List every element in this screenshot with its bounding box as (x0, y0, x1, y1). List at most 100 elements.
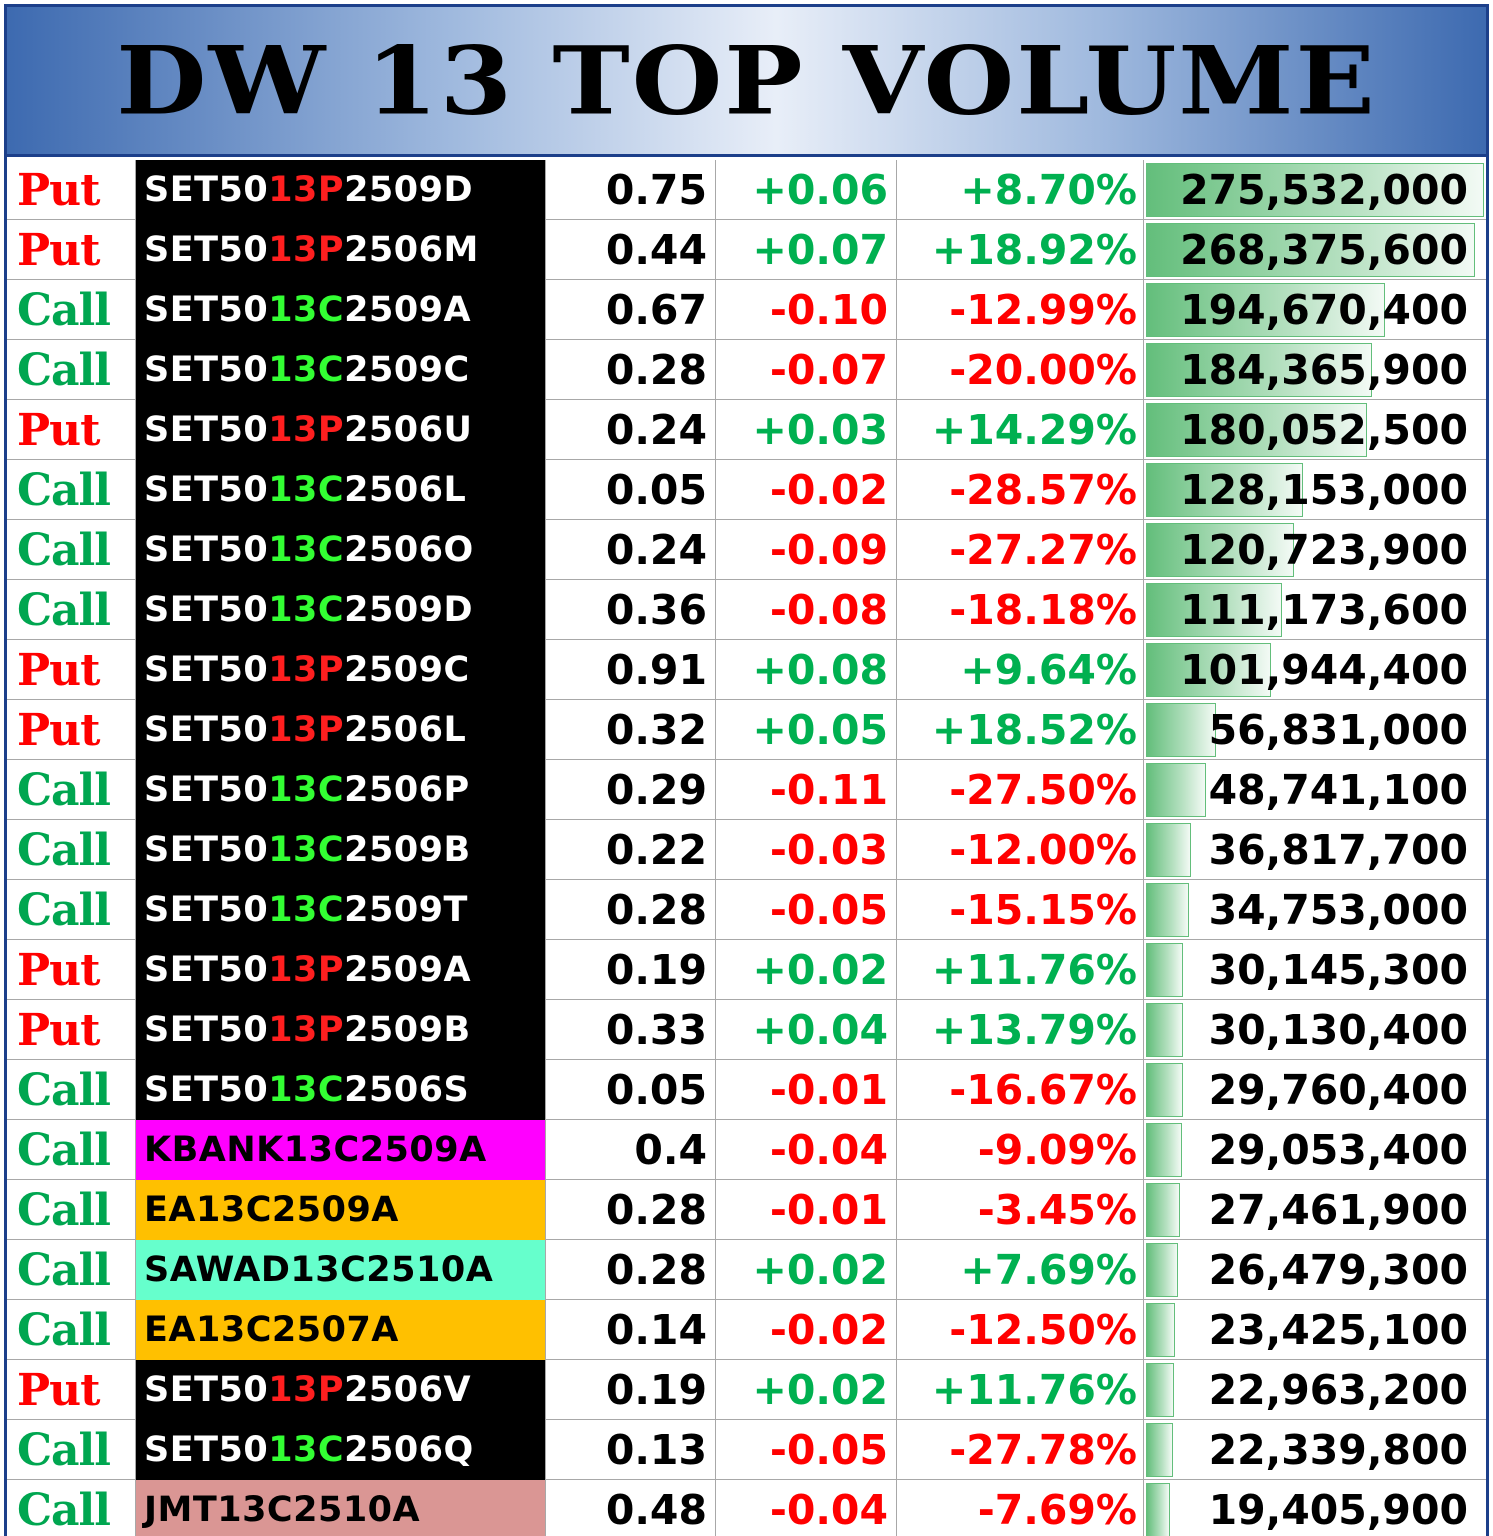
warrant-name[interactable]: JMT13C2510A (136, 1480, 545, 1536)
warrant-name[interactable]: SET50 13C 2509A (136, 280, 545, 340)
volume-cell: 30,145,300 (1144, 940, 1486, 1000)
table-row[interactable]: Put SET50 13P 2506L 0.32 +0.05 +18.52% 56,831,0… (7, 700, 1486, 760)
warrant-name-series: 13P (268, 710, 345, 750)
volume-value: 26,479,300 (1208, 1246, 1468, 1294)
warrant-name-series: 13C (268, 1070, 345, 1110)
option-type: Call (7, 280, 136, 340)
volume-data-bar (1146, 223, 1475, 277)
warrant-name-prefix: SET50 (144, 950, 269, 990)
last-price: 0.05 (545, 1060, 716, 1120)
table-row[interactable]: Put SET50 13P 2509D 0.75 +0.06 +8.70% 275,532,0… (7, 160, 1486, 220)
volume-value: 111,173,600 (1180, 586, 1468, 634)
warrant-name-suffix: 2506L (344, 710, 467, 750)
last-price: 0.33 (545, 1000, 716, 1060)
option-type: Put (7, 1000, 136, 1060)
warrant-name[interactable]: SET50 13C 2509B (136, 820, 545, 880)
warrant-name-series: 13P (268, 1370, 345, 1410)
volume-cell: 111,173,600 (1144, 580, 1486, 640)
volume-data-bar (1146, 1363, 1174, 1417)
table-row[interactable]: Call SET50 13C 2506O 0.24 -0.09 -27.27% 120,723… (7, 520, 1486, 580)
volume-cell: 19,405,900 (1144, 1480, 1486, 1536)
warrant-name[interactable]: SET50 13C 2506P (136, 760, 545, 820)
last-price: 0.28 (545, 1180, 716, 1240)
table-row[interactable]: Put SET50 13P 2506V 0.19 +0.02 +11.76% 22,963,2… (7, 1360, 1486, 1420)
warrant-name-prefix: SAWAD13C2510A (144, 1250, 494, 1290)
table-row[interactable]: Call SET50 13C 2509A 0.67 -0.10 -12.99% 194,670… (7, 280, 1486, 340)
warrant-name[interactable]: SAWAD13C2510A (136, 1240, 545, 1300)
warrant-name[interactable]: EA13C2509A (136, 1180, 545, 1240)
warrant-name[interactable]: SET50 13C 2506L (136, 460, 545, 520)
warrant-name[interactable]: SET50 13P 2506V (136, 1360, 545, 1420)
warrant-name-series: 13P (268, 650, 345, 690)
table-row[interactable]: Call SET50 13C 2509B 0.22 -0.03 -12.00% 36,817,… (7, 820, 1486, 880)
option-type: Call (7, 820, 136, 880)
table-row[interactable]: Call SAWAD13C2510A 0.28 +0.02 +7.69% 26,479,3… (7, 1240, 1486, 1300)
table-row[interactable]: Put SET50 13P 2509C 0.91 +0.08 +9.64% 101,944,4… (7, 640, 1486, 700)
warrant-name-suffix: 2506O (344, 530, 474, 570)
warrant-name-suffix: 2506U (344, 410, 473, 450)
table-row[interactable]: Call EA13C2509A 0.28 -0.01 -3.45% 27,461,900 (7, 1180, 1486, 1240)
last-price: 0.24 (545, 400, 716, 460)
volume-value: 56,831,000 (1208, 706, 1468, 754)
warrant-name-prefix: KBANK13C2509A (144, 1130, 487, 1170)
warrant-name-series: 13C (268, 350, 345, 390)
volume-data-bar (1146, 1183, 1180, 1237)
option-type: Put (7, 940, 136, 1000)
table-row[interactable]: Call EA13C2507A 0.14 -0.02 -12.50% 23,425,100 (7, 1300, 1486, 1360)
warrant-name[interactable]: SET50 13C 2509D (136, 580, 545, 640)
warrant-name[interactable]: SET50 13C 2506O (136, 520, 545, 580)
table-row[interactable]: Call SET50 13C 2509T 0.28 -0.05 -15.15% 34,753,… (7, 880, 1486, 940)
table-row[interactable]: Put SET50 13P 2509B 0.33 +0.04 +13.79% 30,130,4… (7, 1000, 1486, 1060)
warrant-name[interactable]: SET50 13P 2509D (136, 160, 545, 220)
percent-change: -7.69% (897, 1480, 1144, 1536)
warrant-name[interactable]: SET50 13P 2509B (136, 1000, 545, 1060)
table-row[interactable]: Call KBANK13C2509A 0.4 -0.04 -9.09% 29,053,40… (7, 1120, 1486, 1180)
volume-value: 101,944,400 (1180, 646, 1468, 694)
warrant-name[interactable]: SET50 13P 2506L (136, 700, 545, 760)
warrant-name[interactable]: SET50 13P 2506U (136, 400, 545, 460)
volume-value: 184,365,900 (1180, 346, 1468, 394)
table-row[interactable]: Call SET50 13C 2509D 0.36 -0.08 -18.18% 111,173… (7, 580, 1486, 640)
table-row[interactable]: Call SET50 13C 2506L 0.05 -0.02 -28.57% 128,153… (7, 460, 1486, 520)
table-row[interactable]: Call SET50 13C 2506S 0.05 -0.01 -16.67% 29,760,… (7, 1060, 1486, 1120)
percent-change: +13.79% (897, 1000, 1144, 1060)
table-row[interactable]: Call SET50 13C 2509C 0.28 -0.07 -20.00% 184,365… (7, 340, 1486, 400)
table-row[interactable]: Put SET50 13P 2506U 0.24 +0.03 +14.29% 180,052,… (7, 400, 1486, 460)
volume-value: 27,461,900 (1208, 1186, 1468, 1234)
percent-change: -20.00% (897, 340, 1144, 400)
table-row[interactable]: Put SET50 13P 2509A 0.19 +0.02 +11.76% 30,145,3… (7, 940, 1486, 1000)
warrant-name[interactable]: SET50 13P 2509C (136, 640, 545, 700)
warrant-name-series: 13P (268, 950, 345, 990)
volume-cell: 120,723,900 (1144, 520, 1486, 580)
warrant-name-series: 13P (268, 410, 345, 450)
table-row[interactable]: Call JMT13C2510A 0.48 -0.04 -7.69% 19,405,900 (7, 1480, 1486, 1536)
warrant-name[interactable]: SET50 13P 2509A (136, 940, 545, 1000)
option-type: Call (7, 880, 136, 940)
volume-data-bar (1146, 403, 1367, 457)
warrant-name-suffix: 2506L (344, 470, 467, 510)
table-row[interactable]: Call SET50 13C 2506Q 0.13 -0.05 -27.78% 22,339,… (7, 1420, 1486, 1480)
warrant-name[interactable]: SET50 13C 2509C (136, 340, 545, 400)
price-change: -0.02 (716, 1300, 897, 1360)
warrant-name[interactable]: SET50 13C 2506Q (136, 1420, 545, 1480)
warrant-name-suffix: 2506P (344, 770, 470, 810)
last-price: 0.32 (545, 700, 716, 760)
table-row[interactable]: Call SET50 13C 2506P 0.29 -0.11 -27.50% 48,741,… (7, 760, 1486, 820)
warrant-name[interactable]: SET50 13P 2506M (136, 220, 545, 280)
volume-cell: 194,670,400 (1144, 280, 1486, 340)
warrant-name[interactable]: EA13C2507A (136, 1300, 545, 1360)
last-price: 0.13 (545, 1420, 716, 1480)
percent-change: -27.50% (897, 760, 1144, 820)
table-row[interactable]: Put SET50 13P 2506M 0.44 +0.07 +18.92% 268,375,… (7, 220, 1486, 280)
volume-cell: 29,760,400 (1144, 1060, 1486, 1120)
warrant-name-prefix: SET50 (144, 1070, 269, 1110)
warrant-name[interactable]: SET50 13C 2509T (136, 880, 545, 940)
volume-value: 120,723,900 (1180, 526, 1468, 574)
price-change: -0.01 (716, 1060, 897, 1120)
volume-data-bar (1146, 943, 1183, 997)
warrant-name-series: 13C (268, 770, 345, 810)
warrant-name[interactable]: KBANK13C2509A (136, 1120, 545, 1180)
volume-data-bar (1146, 1123, 1182, 1177)
warrant-name[interactable]: SET50 13C 2506S (136, 1060, 545, 1120)
warrant-name-suffix: 2506M (344, 230, 479, 270)
